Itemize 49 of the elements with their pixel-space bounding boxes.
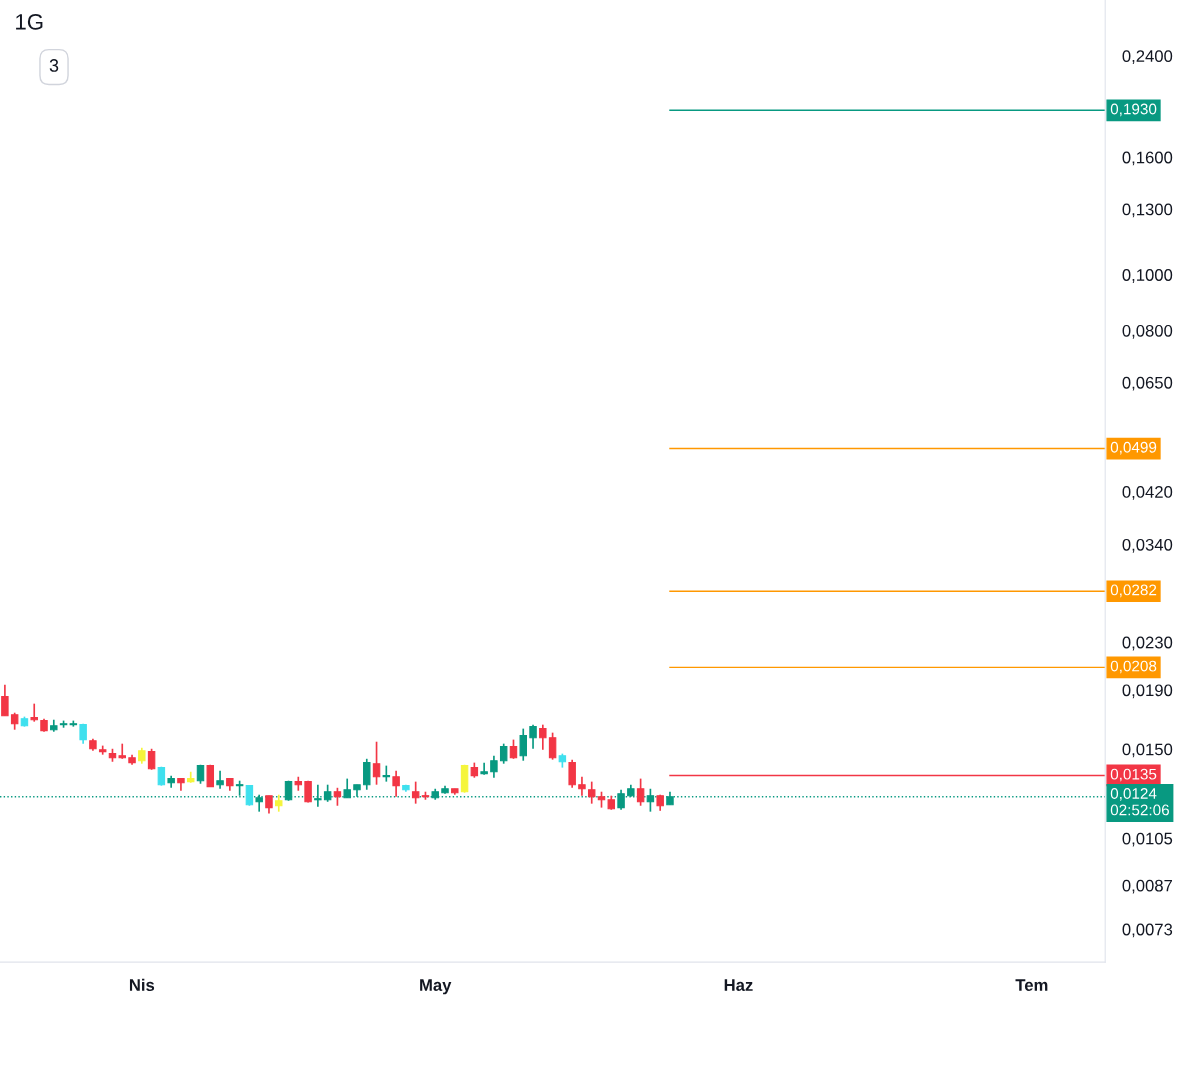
y-tick-label: 0,1300 bbox=[1122, 203, 1173, 218]
y-tick-label: 0,1000 bbox=[1122, 269, 1173, 283]
ref-line-label: 0,1930 bbox=[1110, 103, 1157, 117]
x-tick-label: Haz bbox=[724, 979, 753, 991]
ref-line-label: 0,0208 bbox=[1110, 660, 1157, 674]
candlestick bbox=[372, 740, 381, 786]
candlestick bbox=[118, 742, 126, 760]
y-tick-label: 0,0105 bbox=[1122, 832, 1173, 847]
y-tick-label: 0,0230 bbox=[1122, 636, 1173, 651]
y-tick-label: 0,1600 bbox=[1122, 151, 1173, 166]
candlestick bbox=[587, 780, 596, 805]
candlestick bbox=[382, 764, 391, 783]
y-tick-label: 0,2400 bbox=[1122, 50, 1173, 64]
candlestick bbox=[363, 757, 371, 791]
y-tick-label: 0,0420 bbox=[1122, 486, 1173, 500]
chart-title: 1G bbox=[16, 14, 43, 30]
ref-line-label: 0,0499 bbox=[1110, 441, 1157, 455]
candlestick bbox=[245, 784, 254, 807]
candlestick bbox=[539, 723, 547, 751]
candlestick bbox=[499, 742, 508, 765]
ref-line-label: 0,0282 bbox=[1110, 584, 1157, 598]
candlestick bbox=[519, 727, 527, 762]
y-tick-label: 0,0800 bbox=[1122, 324, 1173, 339]
candlestick bbox=[568, 758, 576, 789]
candlestick bbox=[30, 702, 38, 723]
y-tick-label: 0,0150 bbox=[1122, 743, 1173, 758]
x-tick-label: Tem bbox=[1015, 979, 1048, 991]
x-tick-label: May bbox=[420, 979, 452, 995]
y-tick-label: 0,0650 bbox=[1122, 376, 1173, 391]
candlestick bbox=[1, 683, 9, 717]
y-tick-label: 0,0340 bbox=[1122, 538, 1173, 553]
candlestick bbox=[480, 761, 488, 776]
x-tick-label: Nis bbox=[129, 978, 155, 991]
candlestick bbox=[636, 777, 645, 807]
ref-line-label: 0,0135 bbox=[1110, 768, 1157, 782]
candlestick bbox=[216, 769, 224, 790]
y-tick-label: 0,0087 bbox=[1122, 879, 1173, 894]
candlestick bbox=[509, 738, 518, 760]
y-tick-label: 0,0190 bbox=[1122, 684, 1173, 699]
candlestick bbox=[529, 723, 537, 750]
annotation: 3 bbox=[49, 59, 59, 72]
candlestick bbox=[392, 769, 400, 798]
candlestick bbox=[147, 747, 156, 771]
candlestick bbox=[578, 775, 586, 797]
y-tick-label: 0,0073 bbox=[1122, 923, 1173, 938]
candlestick bbox=[548, 731, 557, 761]
candlestick bbox=[490, 754, 498, 779]
candlestick bbox=[411, 780, 420, 805]
ref-line-label: 0,0124 02:52:06 bbox=[1110, 788, 1169, 816]
